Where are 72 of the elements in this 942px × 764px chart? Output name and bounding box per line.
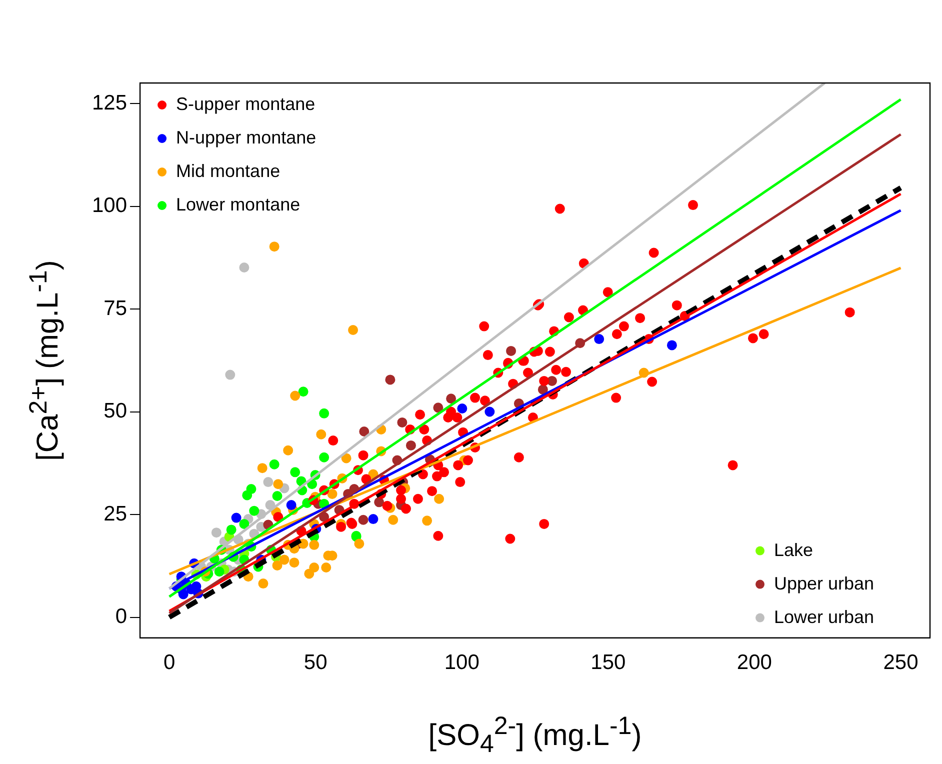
point [258,578,268,589]
point [406,440,416,450]
point [388,514,398,525]
point [239,518,250,529]
point [290,467,300,478]
x-tick-label: 150 [590,651,626,674]
point [242,490,252,500]
point [309,562,320,573]
legend-label: Mid montane [176,160,280,181]
point [433,402,444,413]
point [269,459,280,470]
x-tick-label: 50 [304,651,328,674]
point [368,514,378,524]
point [354,538,364,549]
point [239,262,250,273]
point [298,386,308,397]
point [348,324,358,335]
point [316,429,326,440]
point [374,497,384,508]
point [309,540,320,550]
y-tick-label: 125 [92,91,128,114]
point [457,403,468,414]
y-tick-label: 100 [92,194,128,218]
point [273,479,284,490]
point [257,463,268,474]
x-tick-label: 0 [163,651,176,674]
point [279,554,290,565]
point [319,452,330,462]
point [434,494,444,504]
point [506,346,516,356]
point [666,340,677,350]
y-tick-label: 75 [104,296,128,320]
point [290,390,300,401]
legend-label: Lower urban [774,606,874,627]
point [397,417,408,428]
point [272,491,282,502]
x-axis-title: [SO$_{4}$$^{2-}$] (mg.L$^{-1}$) [427,712,643,759]
point [178,589,188,600]
x-tick-label: 250 [883,651,918,674]
point [327,488,338,499]
point [286,500,296,510]
point [263,477,274,488]
x-tick-label: 200 [736,651,772,674]
point [446,394,456,404]
legend-label: Lower montane [176,194,300,214]
point [341,453,352,464]
point [484,406,495,417]
point [249,506,260,516]
point [422,516,432,526]
legend-label: N-upper montane [176,127,316,148]
legend-label: S-upper montane [176,94,316,114]
point [321,562,332,573]
point [269,242,280,252]
point [283,445,294,456]
point [226,524,236,535]
point [211,528,222,538]
point [358,514,368,525]
y-tick-label: 50 [104,400,128,423]
x-tick-label: 100 [444,651,480,674]
point [272,560,282,570]
point [214,566,224,577]
point [225,370,236,380]
legend-label: Upper urban [774,573,874,594]
point [594,334,604,344]
y-tick-label: 25 [104,502,128,526]
point [289,558,300,568]
point [319,408,330,418]
point [231,512,242,523]
y-tick-label: 0 [115,605,128,628]
point [385,374,396,385]
point [359,426,370,436]
legend-label: Lake [774,540,814,560]
